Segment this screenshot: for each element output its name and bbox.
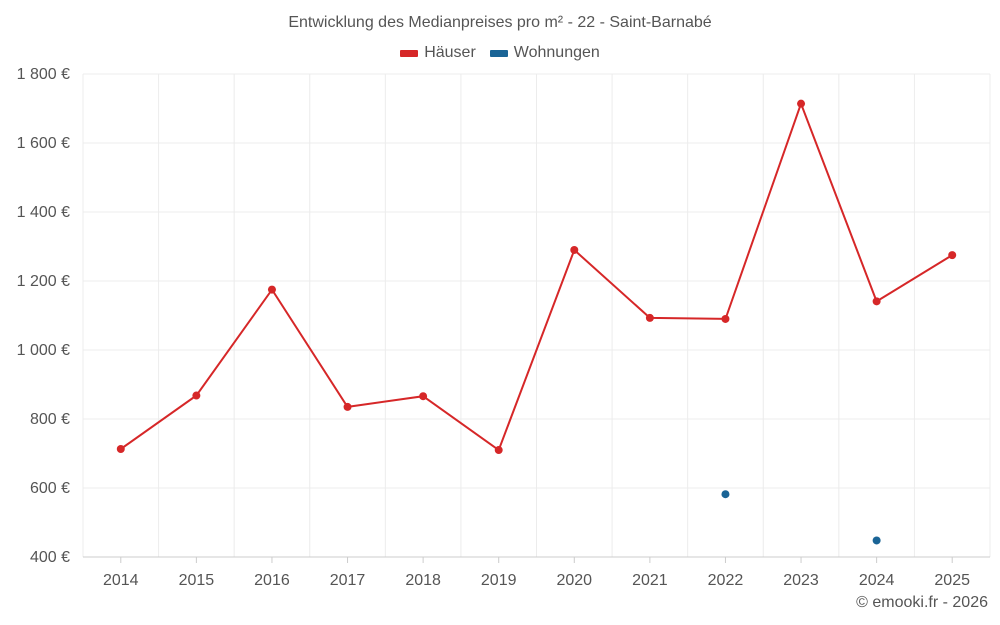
x-tick-label: 2017 — [330, 572, 366, 589]
x-tick-label: 2021 — [632, 572, 668, 589]
legend: Häuser Wohnungen — [0, 44, 1000, 62]
x-tick-label: 2022 — [708, 572, 744, 589]
y-tick-label: 1 400 € — [17, 204, 70, 221]
data-point-haeuser — [116, 445, 125, 454]
chart-title: Entwicklung des Medianpreises pro m² - 2… — [288, 14, 712, 31]
data-point-haeuser — [343, 402, 352, 411]
x-tick-label: 2024 — [859, 572, 895, 589]
y-tick-label: 1 200 € — [17, 273, 70, 290]
copyright-credit: © emooki.fr - 2026 — [856, 594, 988, 611]
x-tick-label: 2019 — [481, 572, 517, 589]
data-point-haeuser — [797, 99, 806, 108]
x-tick-label: 2020 — [556, 572, 592, 589]
x-tick-label: 2015 — [179, 572, 215, 589]
legend-swatch-wohnungen — [489, 49, 508, 57]
y-tick-label: 400 € — [30, 549, 70, 566]
x-tick-label: 2025 — [934, 572, 970, 589]
legend-label-wohnungen: Wohnungen — [513, 44, 600, 61]
x-tick-label: 2016 — [254, 572, 290, 589]
y-tick-label: 1 800 € — [17, 66, 70, 83]
data-point-haeuser — [192, 391, 201, 400]
data-point-wohnungen — [872, 536, 881, 545]
y-tick-label: 600 € — [30, 480, 70, 497]
x-tick-label: 2023 — [783, 572, 819, 589]
data-point-haeuser — [721, 314, 730, 323]
data-point-haeuser — [267, 285, 276, 294]
x-tick-label: 2014 — [103, 572, 139, 589]
legend-item-wohnungen[interactable]: Wohnungen — [489, 44, 600, 62]
y-tick-label: 800 € — [30, 411, 70, 428]
legend-label-haeuser: Häuser — [424, 44, 476, 61]
data-point-wohnungen — [721, 490, 730, 499]
data-point-haeuser — [645, 313, 654, 322]
data-point-haeuser — [494, 446, 503, 455]
data-point-haeuser — [948, 251, 957, 260]
legend-swatch-haeuser — [400, 49, 419, 57]
x-tick-label: 2018 — [405, 572, 441, 589]
y-tick-label: 1 000 € — [17, 342, 70, 359]
data-point-haeuser — [872, 297, 881, 306]
y-tick-label: 1 600 € — [17, 135, 70, 152]
legend-item-haeuser[interactable]: Häuser — [400, 44, 476, 62]
series-line-haeuser — [120, 100, 953, 452]
data-point-haeuser — [570, 245, 579, 254]
data-point-haeuser — [419, 392, 428, 401]
